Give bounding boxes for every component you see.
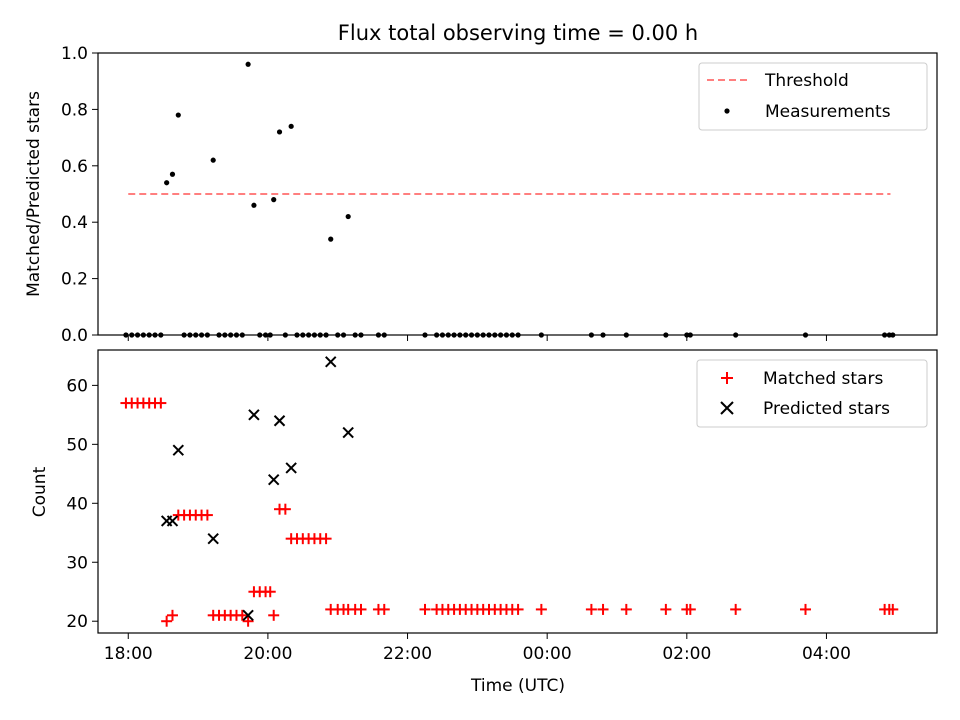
ratio-legend: Threshold Measurements [698, 62, 928, 131]
chart-title: Flux total observing time = 0.00 h [338, 21, 698, 45]
legend-measurements-swatch [724, 108, 730, 114]
matched-star-marker [201, 509, 213, 521]
matched-star-marker [166, 609, 178, 621]
measurement-point [345, 213, 351, 220]
matched-star-marker [512, 603, 524, 615]
legend-predicted-swatch [720, 401, 734, 415]
measurement-point [164, 180, 170, 186]
matched-star-marker [279, 503, 291, 515]
legend-threshold-label: Threshold [764, 71, 849, 91]
count-y-tick-label: 30 [66, 553, 88, 573]
matched-star-marker [585, 603, 597, 615]
measurement-point [288, 123, 294, 129]
matched-star-marker [161, 615, 173, 627]
predicted-star-marker [325, 356, 337, 368]
measurement-point [276, 129, 283, 135]
predicted-star-marker [342, 426, 354, 439]
count-legend-box [696, 359, 928, 428]
matched-star-marker [620, 603, 632, 615]
predicted-star-marker [268, 474, 280, 486]
count-x-axis-label: Time (UTC) [470, 676, 565, 696]
ratio-y-tick-label: 0.0 [61, 326, 88, 346]
predicted-star-marker [242, 609, 254, 622]
count-x-tick-label: 02:00 [662, 644, 711, 664]
ratio-y-tick-label: 0.2 [61, 270, 88, 290]
ratio-y-tick-label: 0.8 [61, 100, 88, 120]
ratio-y-axis: 0.0 0.2 0.4 0.6 0.8 1.0 [61, 44, 98, 346]
count-x-tick-label: 04:00 [802, 644, 851, 664]
count-x-tick-label: 20:00 [243, 644, 292, 664]
ratio-legend-box [698, 62, 928, 131]
count-axes-frame [97, 349, 938, 634]
predicted-star-marker [207, 532, 219, 545]
measurement-point [328, 236, 334, 242]
count-y-tick-label: 20 [66, 612, 88, 632]
matched-star-marker [535, 603, 547, 615]
measurement-point [251, 202, 257, 208]
count-x-tick-label: 18:00 [104, 644, 153, 664]
ratio-y-tick-label: 0.6 [61, 157, 88, 177]
count-y-tick-label: 40 [66, 494, 88, 514]
ratio-x-axis [127, 335, 827, 341]
count-x-tick-label: 00:00 [523, 644, 572, 664]
ratio-panel: 0.0 0.2 0.4 0.6 0.8 1.0 Matched/Predicted sta… [24, 44, 938, 346]
count-legend: Matched stars Predicted stars [696, 359, 928, 428]
legend-measurements-label: Measurements [765, 102, 891, 122]
predicted-star-marker [172, 444, 184, 456]
count-y-axis: 20 30 40 50 60 [66, 376, 98, 632]
count-x-tick-label: 22:00 [383, 644, 432, 664]
matched-star-marker [378, 603, 390, 615]
matched-star-marker [264, 586, 276, 598]
count-y-axis-label: Count [30, 466, 50, 517]
predicted-star-marker [285, 462, 297, 474]
matched-star-marker [887, 603, 899, 615]
matched-star-marker [684, 603, 696, 615]
legend-matched-label: Matched stars [763, 369, 883, 389]
ratio-y-axis-label: Matched/Predicted stars [24, 91, 44, 297]
measurement-point [271, 197, 277, 203]
legend-predicted-label: Predicted stars [763, 399, 890, 419]
matched-star-marker [355, 603, 367, 615]
ratio-y-tick-label: 1.0 [61, 44, 88, 64]
measurement-point [169, 171, 176, 177]
matched-star-marker [320, 533, 332, 545]
matched-star-marker [242, 615, 254, 627]
matched-star-marker [800, 603, 812, 615]
count-y-tick-label: 50 [66, 435, 88, 455]
count-x-axis: 18:00 20:00 22:00 00:00 02:00 04:00 [104, 633, 851, 664]
matched-star-marker [730, 603, 742, 615]
matched-star-marker [419, 603, 431, 615]
count-panel: 20 30 40 50 60 18:00 20:00 22:00 00:00 02:00 04:0… [30, 349, 938, 696]
matched-star-marker [155, 397, 167, 409]
matched-star-marker [236, 609, 248, 621]
predicted-star-marker [166, 515, 179, 527]
count-plot-area [120, 356, 899, 627]
measurement-point [210, 157, 216, 163]
measurement-point [245, 61, 251, 67]
measurement-point [175, 112, 181, 118]
ratio-axes-frame [97, 52, 938, 336]
matched-star-marker [268, 609, 280, 621]
matched-star-marker [597, 603, 609, 615]
count-y-tick-label: 60 [66, 376, 88, 396]
predicted-star-marker [248, 409, 260, 421]
matched-star-marker [660, 603, 672, 615]
ratio-y-tick-label: 0.4 [61, 213, 88, 233]
predicted-star-marker [273, 415, 286, 427]
legend-matched-swatch [721, 372, 733, 384]
